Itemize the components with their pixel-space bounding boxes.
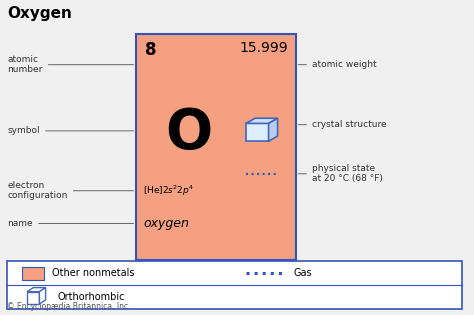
Polygon shape xyxy=(27,292,39,304)
FancyBboxPatch shape xyxy=(21,267,44,280)
Text: [He]2$s$$^{2}$2$p$$^{4}$: [He]2$s$$^{2}$2$p$$^{4}$ xyxy=(143,184,194,198)
Polygon shape xyxy=(27,288,46,292)
Text: Gas: Gas xyxy=(293,268,312,278)
Polygon shape xyxy=(246,118,278,123)
Text: Oxygen: Oxygen xyxy=(8,6,73,21)
Text: atomic weight: atomic weight xyxy=(298,60,376,69)
Text: 8: 8 xyxy=(145,42,156,60)
Text: Orthorhombic: Orthorhombic xyxy=(57,292,125,302)
Text: Other nonmetals: Other nonmetals xyxy=(53,268,135,278)
Text: crystal structure: crystal structure xyxy=(298,120,387,129)
FancyBboxPatch shape xyxy=(8,261,462,309)
Polygon shape xyxy=(246,123,269,141)
Polygon shape xyxy=(39,288,46,304)
Text: O: O xyxy=(165,106,212,160)
Text: name: name xyxy=(8,219,134,228)
FancyBboxPatch shape xyxy=(137,34,296,260)
Text: 15.999: 15.999 xyxy=(240,42,289,55)
Text: physical state
at 20 °C (68 °F): physical state at 20 °C (68 °F) xyxy=(298,164,383,183)
Polygon shape xyxy=(269,118,278,141)
Text: symbol: symbol xyxy=(8,126,134,135)
Text: atomic
number: atomic number xyxy=(8,55,134,74)
Text: oxygen: oxygen xyxy=(143,217,189,230)
Text: electron
configuration: electron configuration xyxy=(8,181,134,200)
Text: © Encyclopædia Britannica, Inc.: © Encyclopædia Britannica, Inc. xyxy=(8,302,131,311)
